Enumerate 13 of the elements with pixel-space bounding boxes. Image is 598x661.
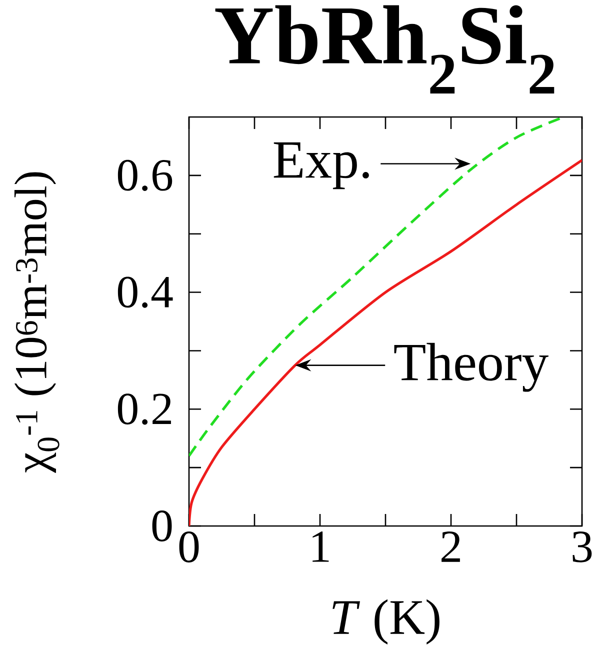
y-tick-label: 0.4	[118, 276, 173, 308]
x-axis-title: T (K)	[332, 599, 440, 644]
x-tick-label: 3	[572, 532, 592, 562]
annotation: Theory	[394, 342, 548, 392]
y-tick-label: 0.2	[118, 394, 171, 425]
y-axis-title: χ$_{0}$$^{-1}$ (10$^{6}$m$^{-3}$mol)	[14, 172, 60, 473]
x-tick-label: 0	[179, 532, 199, 562]
x-tick-label: 1	[312, 532, 329, 562]
chart-title: YbRh$_{2}$Si$_{2}$	[215, 5, 554, 94]
y-tick-label: 0.6	[118, 160, 172, 191]
x-tick-label: 2	[442, 532, 460, 562]
y-tick-label: 0	[152, 510, 172, 542]
annotation: Exp.	[274, 142, 369, 190]
